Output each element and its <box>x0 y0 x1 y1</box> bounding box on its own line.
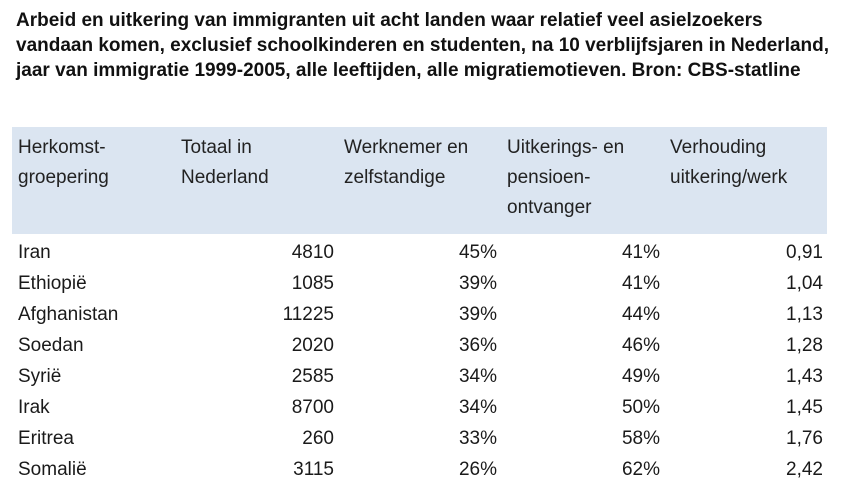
column-header-herkomst: Herkomst- groepering <box>12 127 175 234</box>
table-row: Somalië 3115 26% 62% 2,42 <box>12 454 827 485</box>
cell-verhouding: 0,91 <box>786 242 823 263</box>
table-row: Irak 8700 34% 50% 1,45 <box>12 392 827 423</box>
column-header-line: groepering <box>18 167 109 188</box>
cell-werknemer: 45% <box>458 242 497 263</box>
cell-werknemer: 26% <box>458 459 497 480</box>
column-header-line: Verhouding <box>670 137 767 158</box>
cell-herkomst: Soedan <box>18 335 84 356</box>
cell-uitkering: 58% <box>621 428 660 449</box>
cell-totaal: 3115 <box>293 459 334 480</box>
cell-uitkering: 41% <box>621 242 660 263</box>
cell-herkomst: Irak <box>18 397 50 418</box>
column-header-line: uitkering/werk <box>670 167 788 188</box>
column-header-verhouding: Verhouding uitkering/werk <box>664 127 827 234</box>
cell-verhouding: 1,76 <box>786 428 823 449</box>
cell-verhouding: 1,45 <box>786 397 823 418</box>
column-header-line: pensioen- <box>507 167 591 188</box>
cell-werknemer: 39% <box>458 304 497 325</box>
column-header-line: Uitkerings- en <box>507 137 625 158</box>
cell-werknemer: 36% <box>458 335 497 356</box>
column-header-line: ontvanger <box>507 197 592 218</box>
cell-uitkering: 44% <box>621 304 660 325</box>
table-row: Eritrea 260 33% 58% 1,76 <box>12 423 827 454</box>
cell-verhouding: 1,13 <box>786 304 823 325</box>
cell-werknemer: 33% <box>458 428 497 449</box>
column-header-totaal: Totaal in Nederland <box>175 127 338 234</box>
cell-uitkering: 62% <box>621 459 660 480</box>
page-title: Arbeid en uitkering van immigranten uit … <box>16 10 830 81</box>
cell-herkomst: Eritrea <box>18 428 74 449</box>
cell-herkomst: Syrië <box>18 366 62 387</box>
cell-werknemer: 39% <box>458 273 497 294</box>
table-header-row: Herkomst- groepering Totaal in Nederland… <box>12 127 827 234</box>
cell-uitkering: 50% <box>621 397 660 418</box>
column-header-line: Werknemer en <box>344 137 469 158</box>
table-row: Afghanistan 11225 39% 44% 1,13 <box>12 299 827 330</box>
column-header-line: Nederland <box>181 167 269 188</box>
column-header-line: zelfstandige <box>344 167 446 188</box>
table-row: Syrië 2585 34% 49% 1,43 <box>12 361 827 392</box>
cell-herkomst: Ethiopië <box>18 273 87 294</box>
column-header-uitkering: Uitkerings- en pensioen- ontvanger <box>501 127 664 234</box>
cell-totaal: 260 <box>302 428 334 449</box>
cell-herkomst: Afghanistan <box>18 304 119 325</box>
cell-verhouding: 1,28 <box>786 335 823 356</box>
cell-verhouding: 1,43 <box>786 366 823 387</box>
table-row: Iran 4810 45% 41% 0,91 <box>12 234 827 268</box>
cell-herkomst: Somalië <box>18 459 87 480</box>
cell-uitkering: 49% <box>621 366 660 387</box>
cell-totaal: 1085 <box>291 273 334 294</box>
cell-uitkering: 41% <box>621 273 660 294</box>
column-header-line: Totaal in <box>181 137 252 158</box>
cell-herkomst: Iran <box>18 242 51 263</box>
data-table-container: Herkomst- groepering Totaal in Nederland… <box>12 127 827 485</box>
cell-totaal: 4810 <box>291 242 334 263</box>
cell-totaal: 2020 <box>291 335 334 356</box>
cell-totaal: 2585 <box>291 366 334 387</box>
cell-verhouding: 2,42 <box>786 459 823 480</box>
table-row: Ethiopië 1085 39% 41% 1,04 <box>12 268 827 299</box>
cell-werknemer: 34% <box>458 366 497 387</box>
cell-werknemer: 34% <box>458 397 497 418</box>
cell-totaal: 8700 <box>291 397 334 418</box>
cell-uitkering: 46% <box>621 335 660 356</box>
cell-verhouding: 1,04 <box>786 273 823 294</box>
data-table: Herkomst- groepering Totaal in Nederland… <box>12 127 827 485</box>
cell-totaal: 11225 <box>282 304 334 325</box>
table-row: Soedan 2020 36% 46% 1,28 <box>12 330 827 361</box>
column-header-werknemer: Werknemer en zelfstandige <box>338 127 501 234</box>
column-header-line: Herkomst- <box>18 137 106 158</box>
